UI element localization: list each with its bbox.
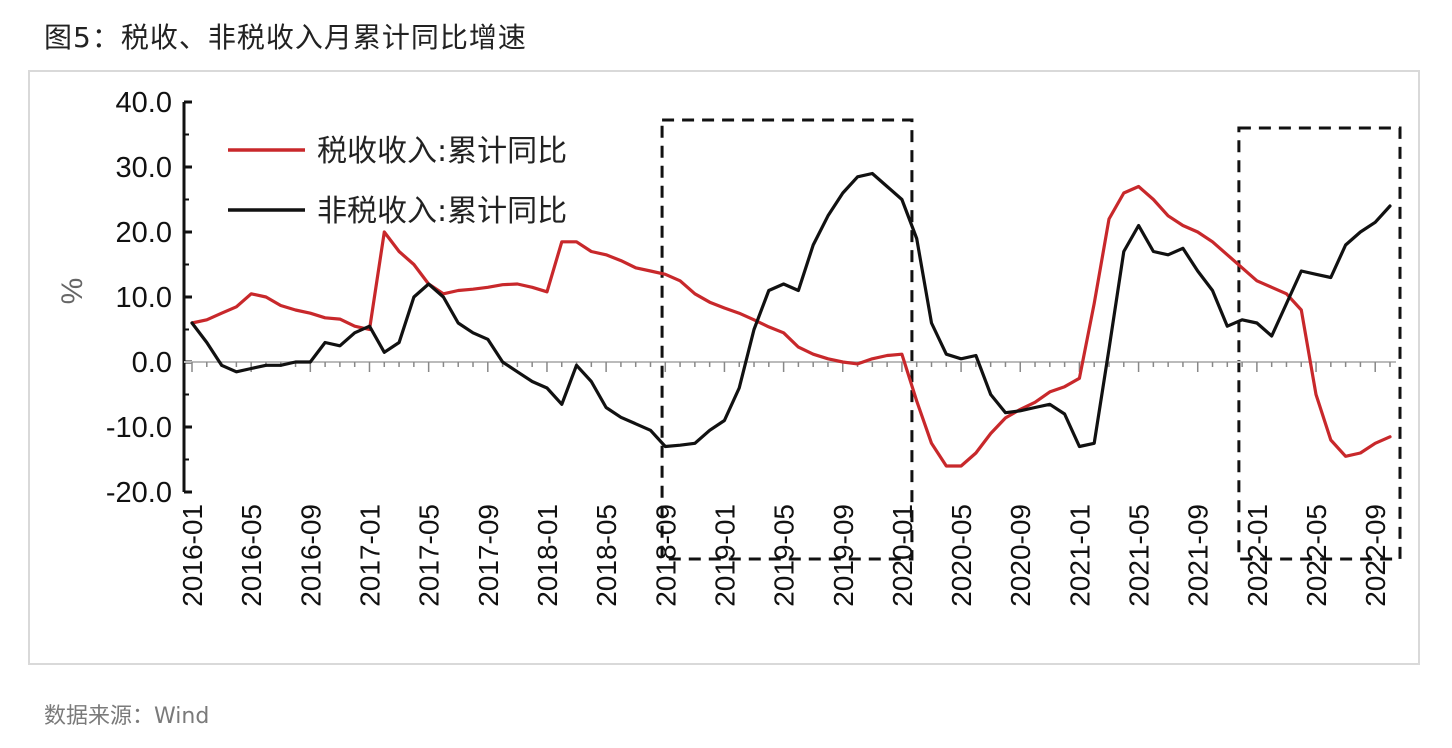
y-tick-label: -10.0 bbox=[106, 412, 172, 444]
y-tick-label: 10.0 bbox=[116, 282, 172, 314]
x-tick-label: 2018-01 bbox=[532, 504, 563, 607]
x-tick-label: 2021-01 bbox=[1064, 504, 1095, 607]
x-tick-label: 2020-05 bbox=[946, 504, 977, 607]
x-tick-label: 2019-05 bbox=[769, 504, 800, 607]
y-tick-label: 30.0 bbox=[116, 152, 172, 184]
x-tick-label: 2019-01 bbox=[709, 504, 740, 607]
x-tick-label: 2020-01 bbox=[887, 504, 918, 607]
y-tick-label: -20.0 bbox=[106, 477, 172, 509]
x-tick-label: 2019-09 bbox=[828, 504, 859, 607]
series-lines bbox=[190, 171, 1392, 468]
chart-frame: -20.0 -10.0 0.0 10.0 20.0 30.0 40.0% 2016-01 201… bbox=[28, 70, 1420, 665]
x-tick-label: 2017-09 bbox=[473, 504, 504, 607]
x-tick-label: 2017-01 bbox=[354, 504, 385, 607]
legend-label: 非税收入:累计同比 bbox=[317, 194, 567, 229]
axes: -20.0 -10.0 0.0 10.0 20.0 30.0 40.0% 2016-01 201… bbox=[56, 87, 1396, 607]
highlight-box bbox=[660, 118, 914, 561]
y-tick-label: 0.0 bbox=[132, 347, 172, 379]
x-tick-label: 2021-09 bbox=[1183, 504, 1214, 607]
source-note: 数据来源：Wind bbox=[44, 704, 210, 729]
x-tick-label: 2018-05 bbox=[591, 504, 622, 607]
x-tick-label: 2021-05 bbox=[1124, 504, 1155, 607]
x-tick-label: 2020-09 bbox=[1005, 504, 1036, 607]
series-line bbox=[190, 171, 1392, 449]
x-tick-label: 2016-01 bbox=[177, 504, 208, 607]
x-tick-label: 2022-09 bbox=[1360, 504, 1391, 607]
y-tick-label: 40.0 bbox=[116, 87, 172, 119]
x-tick-label: 2017-05 bbox=[414, 504, 445, 607]
x-tick-label: 2022-01 bbox=[1242, 504, 1273, 607]
x-tick-label: 2018-09 bbox=[650, 504, 681, 607]
x-tick-label: 2016-05 bbox=[236, 504, 267, 607]
x-tick-label: 2022-05 bbox=[1301, 504, 1332, 607]
y-axis-label: % bbox=[56, 278, 89, 305]
highlight-box bbox=[1237, 126, 1402, 561]
line-chart: -20.0 -10.0 0.0 10.0 20.0 30.0 40.0% 2016-01 201… bbox=[56, 87, 1402, 607]
legend-label: 税收收入:累计同比 bbox=[317, 134, 567, 169]
series-line bbox=[190, 184, 1392, 468]
y-tick-label: 20.0 bbox=[116, 217, 172, 249]
figure-title: 图5：税收、非税收入月累计同比增速 bbox=[44, 21, 527, 54]
x-tick-label: 2016-09 bbox=[295, 504, 326, 607]
highlight-boxes bbox=[660, 118, 1402, 561]
